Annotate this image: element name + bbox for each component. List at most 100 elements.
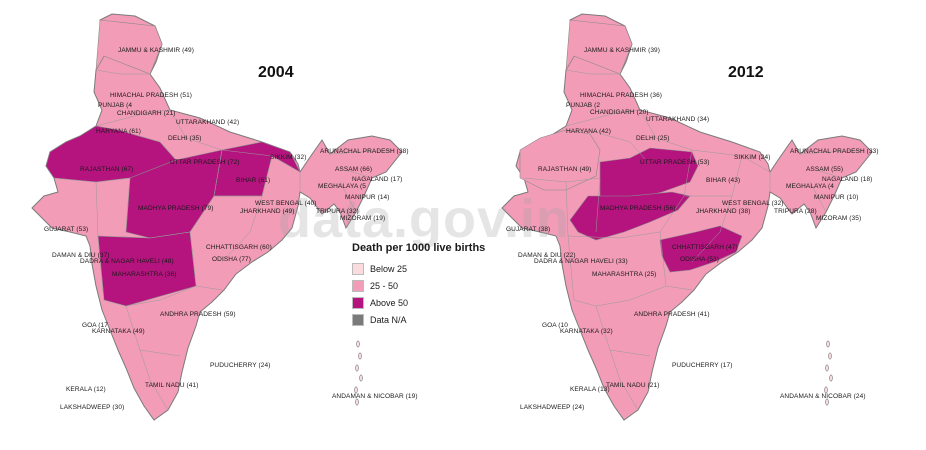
state-label: HIMACHAL PRADESH (36): [580, 92, 663, 99]
state-border: [799, 149, 863, 155]
state-border: [117, 129, 177, 161]
legend-label: Data N/A: [370, 315, 407, 325]
state-border: [815, 169, 843, 179]
state-border: [169, 109, 223, 151]
state-label: JHARKHAND (49): [240, 208, 295, 215]
state-label: ASSAM (66): [335, 166, 373, 173]
state-label: RAJASTHAN (67): [80, 166, 134, 173]
state-border: [149, 109, 171, 113]
island-mark: [824, 386, 828, 394]
state-border: [189, 195, 215, 233]
legend-title: Death per 1000 live births: [352, 242, 486, 254]
legend-swatch: [352, 263, 364, 275]
state-label: RAJASTHAN (49): [538, 166, 592, 173]
state-border: [639, 109, 693, 151]
state-label: TRIPURA (32): [316, 208, 359, 215]
state-label: NAGALAND (18): [822, 176, 873, 183]
state-label: ODISHA (77): [212, 256, 252, 263]
island-mark: [354, 386, 358, 394]
state-label: WEST BENGAL (40): [255, 200, 317, 207]
state-label: DELHI (35): [168, 135, 202, 142]
state-label: KARNATAKA (32): [560, 328, 613, 335]
state-label: NAGALAND (17): [352, 176, 403, 183]
state-label: DAMAN & DIU (22): [518, 252, 576, 259]
legend-swatch: [352, 314, 364, 326]
state-label: GUJARAT (38): [506, 226, 551, 233]
state-label: DAMAN & DIU (37): [52, 252, 110, 259]
watermark: data.gov.in: [278, 189, 571, 249]
state-label: ANDHRA PRADESH (59): [160, 311, 236, 318]
island-mark: [825, 398, 829, 406]
state-label: DADRA & NAGAR HAVELI (33): [534, 258, 628, 265]
state-label: ARUNACHAL PRADESH (38): [320, 148, 409, 155]
state-label: MADHYA PRADESH (56): [600, 205, 676, 212]
state-label: JAMMU & KASHMIR (39): [584, 47, 661, 54]
legend-item-25-50: 25 - 50: [352, 278, 512, 294]
year-title-2004: 2004: [258, 64, 294, 81]
state-label: CHHATTISGARH (47): [672, 244, 738, 251]
island-mark: [829, 374, 833, 382]
state-border: [125, 177, 131, 233]
state-label: KERALA (12): [66, 386, 106, 393]
state-label: ARUNACHAL PRADESH (33): [790, 148, 879, 155]
state-border: [567, 235, 597, 307]
state-label: PUNJAB (2: [566, 102, 601, 109]
state-label: GUJARAT (53): [44, 226, 89, 233]
state-border: [95, 181, 99, 237]
year-title-2012: 2012: [728, 64, 764, 81]
legend-label: Below 25: [370, 264, 408, 274]
state-border: [691, 195, 733, 263]
state-border: [619, 109, 641, 113]
state-border: [565, 111, 621, 127]
state-border: [97, 235, 127, 307]
state-label: MANIPUR (10): [814, 194, 859, 201]
state-label: PUNJAB (4: [98, 102, 133, 109]
india-map-2004: [31, 13, 403, 421]
island-mark: [359, 374, 363, 382]
state-border: [565, 181, 569, 237]
state-label: JAMMU & KASHMIR (49): [118, 47, 195, 54]
legend-item-above-50: Above 50: [352, 295, 512, 311]
region-central: [569, 191, 691, 241]
state-border: [567, 231, 661, 239]
state-label: MAHARASHTRA (36): [112, 271, 177, 278]
island-mark: [356, 340, 360, 348]
india-map-2012: [501, 13, 873, 421]
state-border: [731, 155, 743, 197]
legend-swatch: [352, 280, 364, 292]
state-label: ANDAMAN & NICOBAR (24): [780, 393, 866, 400]
state-label: CHANDIGARH (21): [117, 110, 176, 117]
state-border: [261, 155, 273, 197]
legend-item-data-na: Data N/A: [352, 312, 512, 328]
state-label: JHARKHAND (38): [696, 208, 751, 215]
state-label: MIZORAM (35): [816, 215, 862, 222]
state-label: UTTARAKHAND (42): [176, 119, 240, 126]
region-south: [659, 225, 743, 273]
state-border: [587, 129, 647, 161]
state-label: MIZORAM (19): [340, 215, 386, 222]
state-border: [329, 149, 393, 155]
state-label: MAHARASHTRA (25): [592, 271, 657, 278]
state-label: ANDHRA PRADESH (41): [634, 311, 710, 318]
state-border: [595, 285, 667, 307]
state-label: MADHYA PRADESH (79): [138, 205, 214, 212]
state-label: MEGHALAYA (4: [786, 183, 834, 190]
state-label: GOA (10: [542, 322, 568, 329]
island-mark: [825, 364, 829, 372]
state-border: [565, 69, 620, 75]
island-mark: [828, 352, 832, 360]
state-label: UTTAR PRADESH (72): [170, 159, 240, 166]
state-label: CHHATTISGARH (60): [206, 244, 272, 251]
india-outline: [31, 13, 403, 421]
island-mark: [358, 352, 362, 360]
state-border: [125, 285, 197, 307]
state-label: TAMIL NADU (21): [606, 382, 660, 389]
legend-label: 25 - 50: [370, 281, 399, 291]
state-border: [97, 231, 191, 239]
state-label: HIMACHAL PRADESH (51): [110, 92, 193, 99]
state-label: DELHI (25): [636, 135, 670, 142]
legend-label: Above 50: [370, 298, 409, 308]
state-label: KERALA (13): [570, 386, 610, 393]
